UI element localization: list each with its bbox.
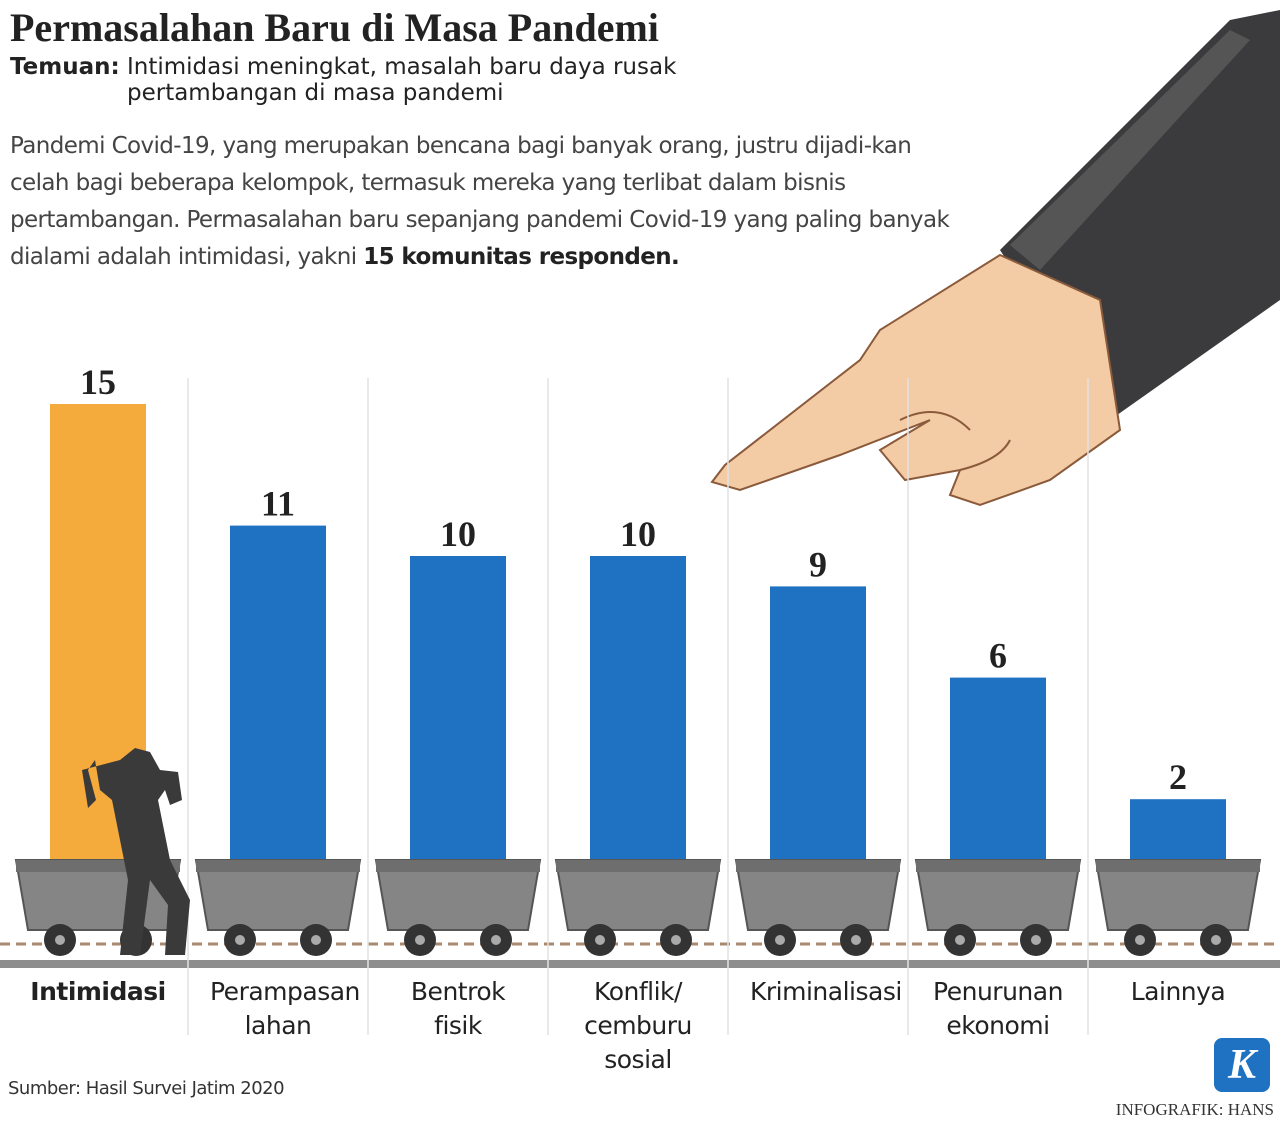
wheel-hub — [955, 935, 965, 945]
wheel-hub — [1135, 935, 1145, 945]
category-label: Penurunan ekonomi — [933, 977, 1063, 1040]
value-label: 15 — [80, 362, 116, 402]
miner — [82, 748, 190, 955]
bar — [590, 556, 686, 860]
cart-rim — [1096, 860, 1260, 872]
value-label: 6 — [989, 636, 1007, 676]
wheel-hub — [55, 935, 65, 945]
category-label: Intimidasi — [30, 977, 166, 1006]
wheel-hub — [235, 935, 245, 945]
wheel-hub — [595, 935, 605, 945]
ground — [0, 960, 1280, 968]
credit: INFOGRAFIK: HANS — [1115, 1100, 1274, 1119]
wheel-hub — [311, 935, 321, 945]
description: Pandemi Covid-19, yang merupakan bencana… — [10, 128, 960, 276]
wheel-hub — [775, 935, 785, 945]
description-highlight: 15 komunitas responden. — [363, 244, 680, 270]
value-label: 11 — [261, 484, 295, 524]
category-label: Kriminalisasi — [750, 977, 902, 1006]
value-label: 2 — [1169, 757, 1187, 797]
bar — [230, 525, 326, 860]
value-label: 9 — [809, 544, 827, 584]
sleeve-highlight — [1010, 30, 1250, 270]
description-text: Pandemi Covid-19, yang merupakan bencana… — [10, 133, 950, 270]
value-label: 10 — [440, 514, 476, 554]
bar — [1130, 799, 1226, 860]
wheel-hub — [1031, 935, 1041, 945]
hand — [710, 253, 1122, 507]
source: Sumber: Hasil Survei Jatim 2020 — [8, 1078, 285, 1099]
wheel-hub — [851, 935, 861, 945]
bar — [950, 677, 1046, 860]
subtitle-label: Temuan: — [10, 54, 120, 80]
wheel-hub — [1211, 935, 1221, 945]
logo: K — [1214, 1038, 1270, 1092]
wheel-hub — [415, 935, 425, 945]
value-label: 10 — [620, 514, 656, 554]
cart-rim — [916, 860, 1080, 872]
wheel-hub — [671, 935, 681, 945]
category-label: Perampasan lahan — [210, 977, 360, 1040]
wheel-hub — [491, 935, 501, 945]
subtitle: Temuan: Intimidasi meningkat, masalah ba… — [10, 54, 770, 106]
bar — [410, 556, 506, 860]
category-label: Konflik/ cemburu sosial — [584, 977, 692, 1074]
cart-rim — [556, 860, 720, 872]
category-label: Lainnya — [1130, 977, 1226, 1006]
cart-rim — [736, 860, 900, 872]
title: Permasalahan Baru di Masa Pandemi — [10, 5, 659, 50]
cart-rim — [196, 860, 360, 872]
cart-rim — [376, 860, 540, 872]
subtitle-text: Intimidasi meningkat, masalah baru daya … — [126, 54, 677, 106]
category-label: Bentrok fisik — [410, 977, 506, 1040]
bar — [770, 586, 866, 860]
